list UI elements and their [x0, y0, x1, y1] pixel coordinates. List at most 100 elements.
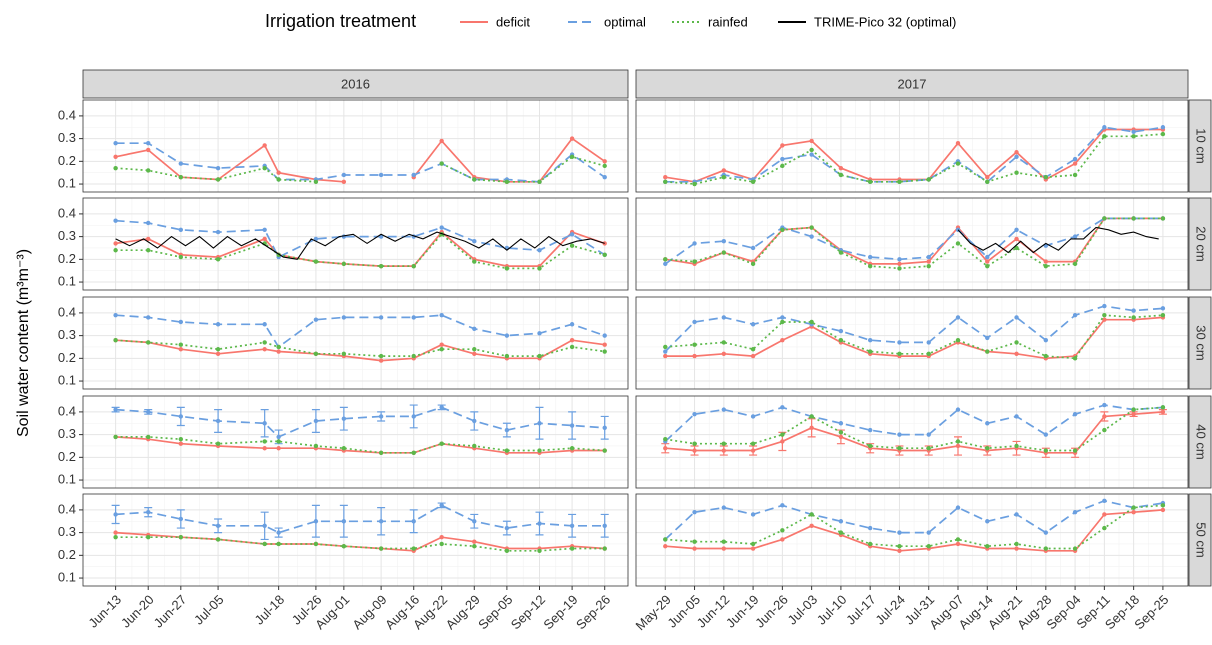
data-point [867, 254, 873, 260]
data-point [341, 172, 347, 178]
data-point [955, 161, 961, 166]
data-point [985, 263, 990, 269]
y-tick-label: 0.4 [58, 107, 76, 122]
data-point [1014, 236, 1019, 242]
series-line [664, 404, 1163, 443]
data-point [1160, 306, 1166, 311]
data-point [537, 331, 542, 336]
data-point [411, 546, 416, 551]
data-point [472, 326, 477, 332]
data-point [809, 425, 814, 431]
data-point [569, 136, 575, 141]
data-point [838, 421, 844, 426]
data-point [113, 218, 118, 223]
panel-background [83, 297, 628, 389]
row-strip [1188, 197, 1212, 291]
data-point [985, 179, 990, 184]
y-tick-label: 0.1 [58, 273, 76, 288]
data-point [838, 337, 844, 343]
data-point [262, 421, 267, 426]
data-point [378, 358, 384, 363]
data-point [985, 446, 990, 451]
panel-border [82, 197, 629, 291]
data-point [1072, 546, 1078, 551]
data-point [926, 446, 931, 451]
legend-label: optimal [604, 14, 646, 29]
data-point [537, 179, 542, 184]
data-point [1131, 308, 1136, 313]
data-point [262, 227, 267, 233]
data-point [926, 340, 931, 345]
data-point [504, 525, 510, 531]
data-point [472, 238, 477, 244]
data-point [780, 315, 785, 320]
data-point [955, 439, 961, 444]
data-point [985, 335, 990, 341]
data-point [411, 519, 416, 524]
data-point [1160, 507, 1166, 513]
data-point [985, 254, 990, 260]
data-point [809, 512, 814, 517]
data-point [313, 179, 319, 184]
data-point [341, 544, 347, 549]
data-point [215, 229, 221, 235]
data-point [113, 337, 118, 343]
y-tick-label: 0.4 [58, 501, 76, 516]
row-label: 50 cm [1194, 522, 1209, 557]
data-point [602, 175, 607, 180]
data-point [341, 261, 347, 267]
data-point [439, 541, 444, 547]
data-point [341, 315, 347, 320]
data-point [1043, 546, 1049, 551]
data-point [276, 446, 281, 451]
panel-background [636, 100, 1188, 192]
data-point [926, 254, 931, 260]
data-point [721, 539, 727, 544]
data-point [504, 333, 510, 338]
data-point [867, 443, 873, 449]
data-point [537, 421, 542, 426]
data-point [926, 351, 931, 356]
data-point [504, 548, 510, 553]
data-point [721, 315, 727, 320]
data-point [262, 236, 267, 242]
y-tick-label: 0.4 [58, 205, 76, 220]
data-point [1072, 172, 1078, 178]
series-line [664, 305, 1163, 353]
panel-border [82, 493, 629, 587]
data-point [439, 138, 444, 144]
data-point [178, 516, 184, 522]
data-point [146, 509, 151, 515]
data-point [1131, 129, 1136, 135]
data-point [663, 349, 668, 354]
row-label: 20 cm [1194, 226, 1209, 261]
data-point [341, 519, 347, 524]
data-point [178, 227, 184, 233]
data-point [313, 443, 319, 449]
data-point [663, 175, 668, 180]
data-point [378, 414, 384, 419]
data-point [1043, 530, 1049, 535]
data-point [809, 414, 814, 419]
data-point [780, 432, 785, 437]
data-point [569, 337, 575, 343]
data-point [341, 179, 347, 184]
data-point [569, 322, 575, 327]
data-point [215, 351, 221, 356]
data-point [867, 179, 873, 184]
data-point [663, 344, 668, 350]
data-point [750, 541, 756, 547]
series-line [115, 339, 605, 357]
data-point [602, 546, 607, 551]
data-point [472, 351, 477, 356]
data-point [178, 342, 184, 347]
data-point [472, 418, 477, 424]
sensor-line [957, 226, 1159, 254]
data-point [569, 423, 575, 428]
series-line [665, 316, 1163, 360]
panel-border [635, 197, 1189, 291]
y-axis-label: Soil water content (m³m⁻³) [15, 249, 32, 437]
data-point [955, 241, 961, 246]
data-point [262, 347, 267, 352]
data-point [1014, 340, 1019, 345]
